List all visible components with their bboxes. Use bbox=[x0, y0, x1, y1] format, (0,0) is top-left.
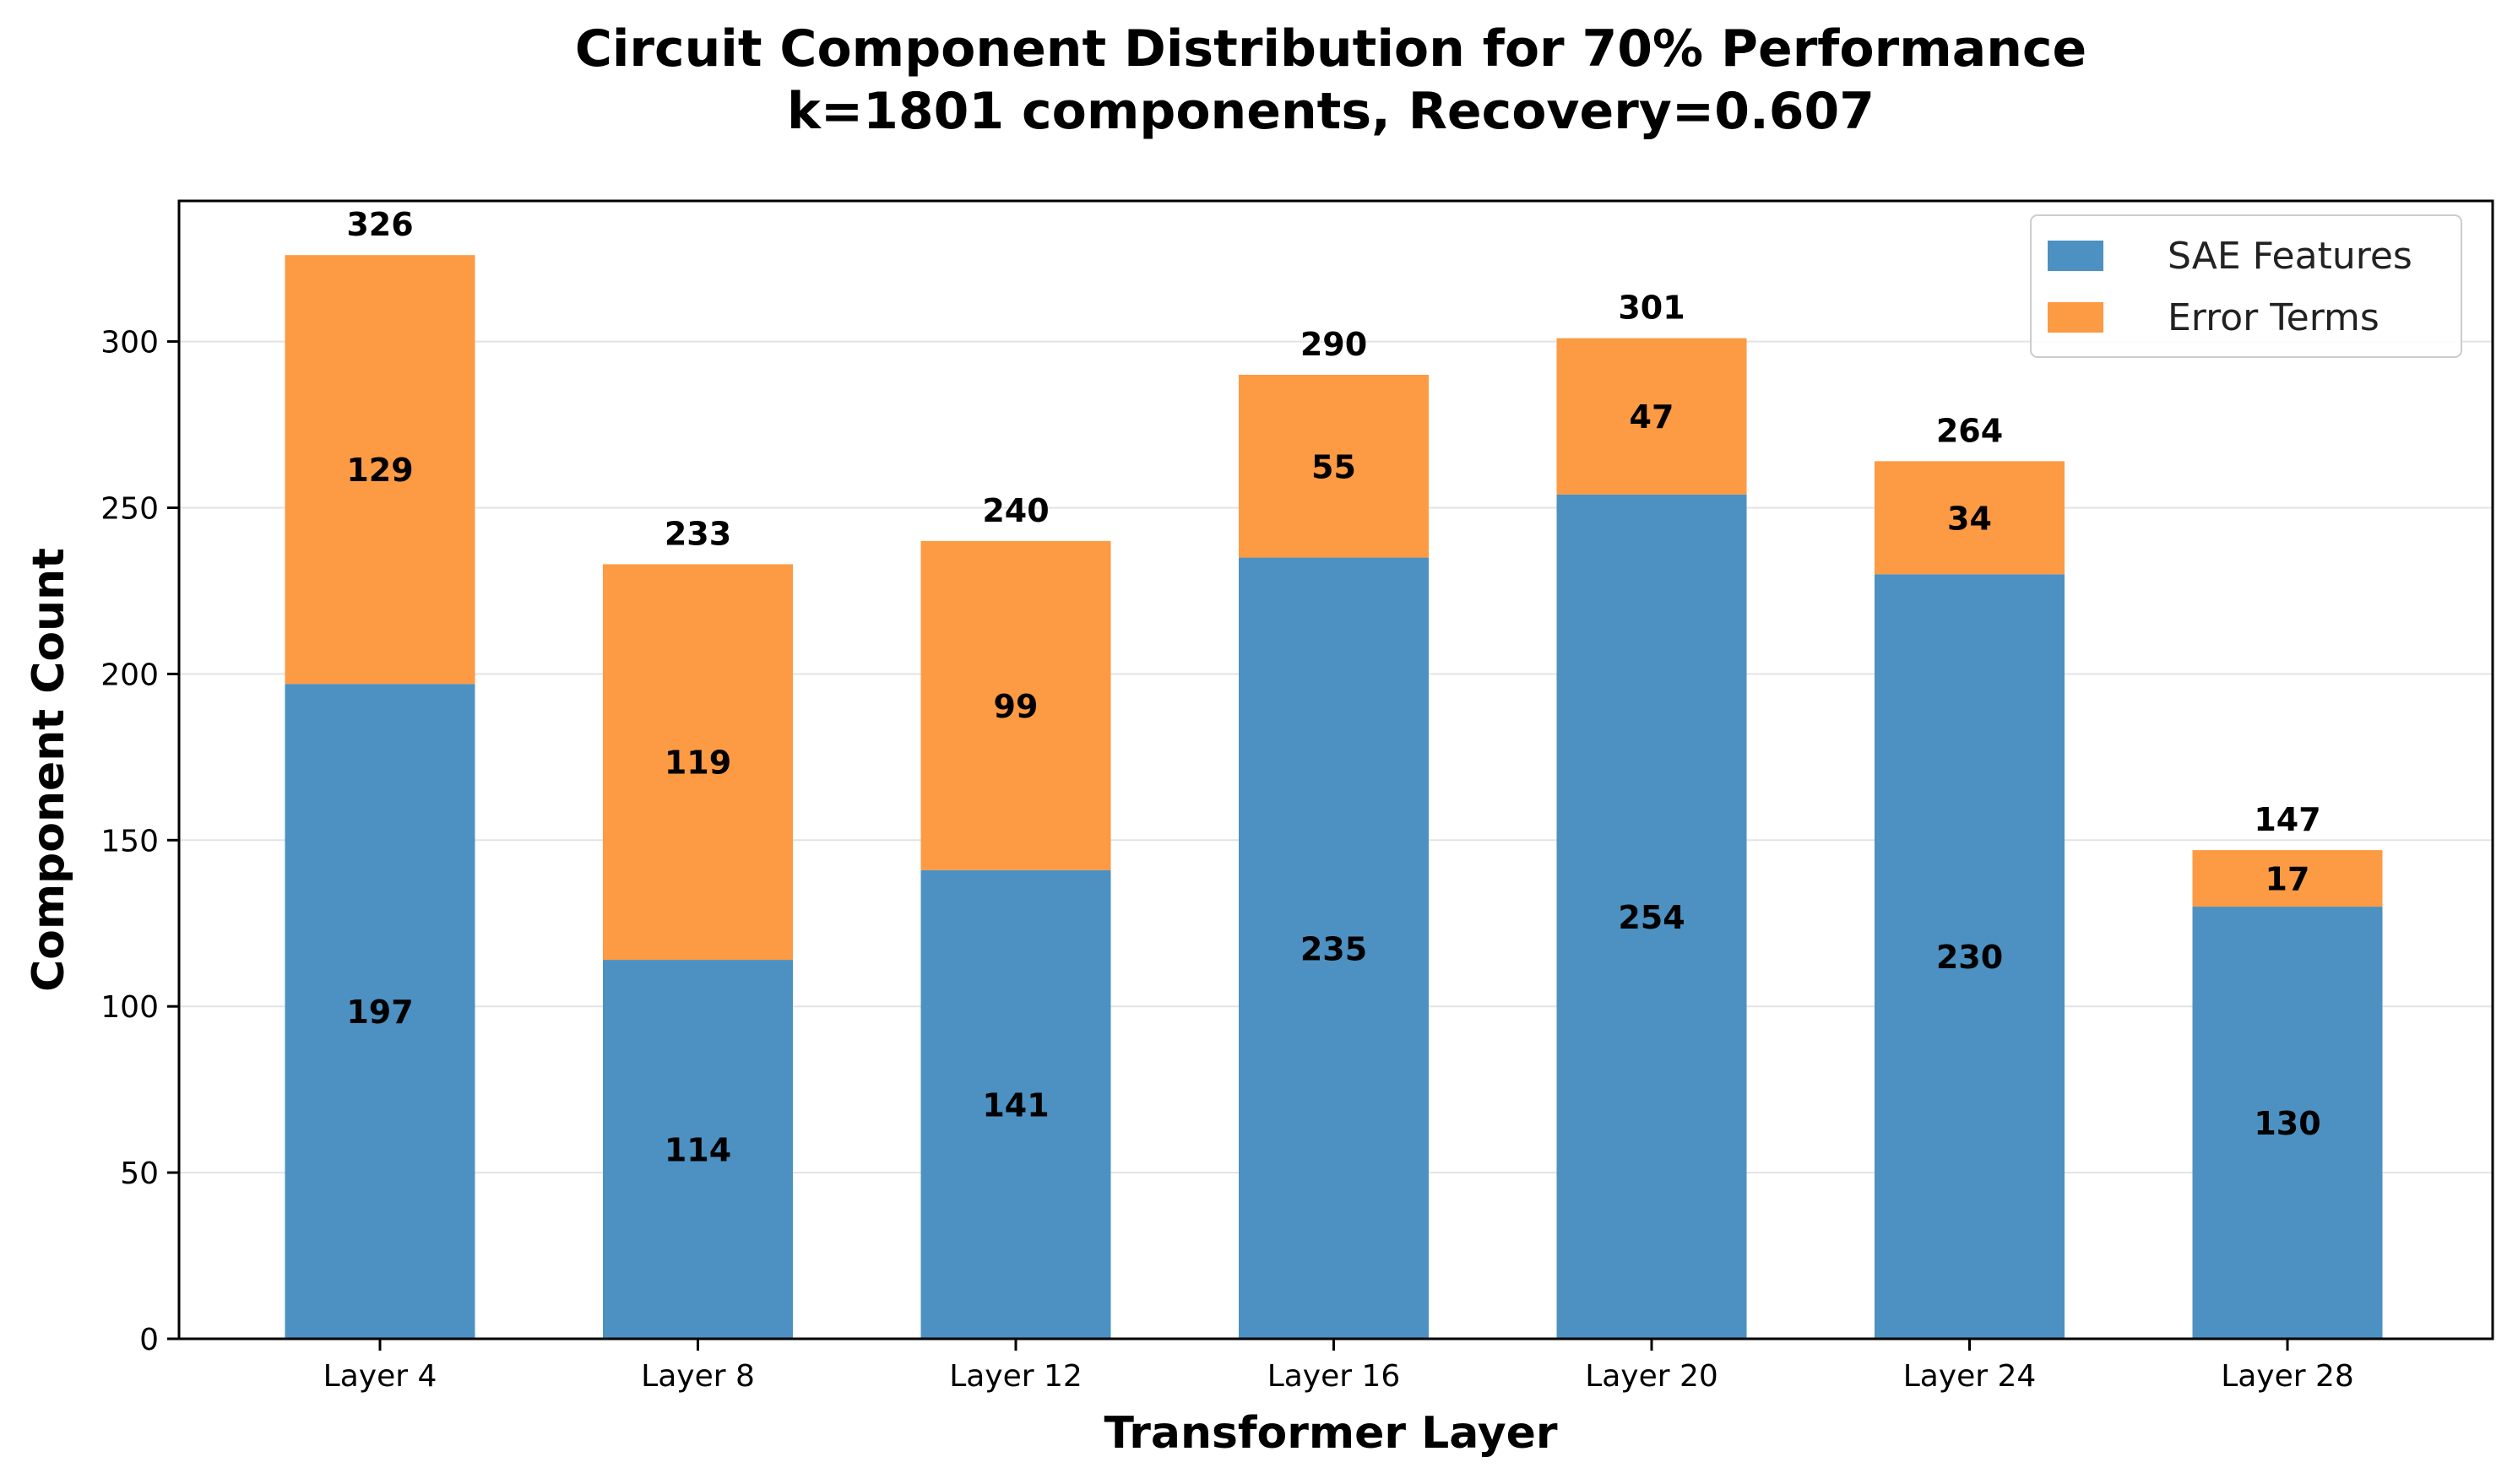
bar-value-label-error-terms: 99 bbox=[994, 688, 1039, 725]
bar-sae-features bbox=[1239, 557, 1429, 1339]
bar-total-label: 301 bbox=[1618, 290, 1685, 327]
x-tick-label: Layer 12 bbox=[949, 1359, 1083, 1394]
y-axis: 0 50 100 150 200 250 300 bbox=[100, 326, 179, 1357]
bar-sae-features bbox=[1556, 494, 1747, 1339]
bar-value-label-sae-features: 130 bbox=[2254, 1105, 2320, 1142]
bar-total-label: 290 bbox=[1300, 326, 1367, 363]
bar-error-terms bbox=[603, 564, 793, 961]
x-tick-label: Layer 4 bbox=[323, 1359, 437, 1394]
y-axis-label: Component Count bbox=[24, 548, 74, 992]
bar-labels: 197 129 326 114 119 233 141 99 240 235 55 290 254 47 3… bbox=[346, 206, 2320, 1168]
chart-subtitle: k=1801 components, Recovery=0.607 bbox=[787, 82, 1875, 141]
bar-total-label: 147 bbox=[2254, 801, 2320, 838]
bar-value-label-error-terms: 17 bbox=[2266, 861, 2310, 898]
legend-label-error-terms: Error Terms bbox=[2168, 296, 2379, 339]
bar-value-label-sae-features: 235 bbox=[1300, 930, 1367, 967]
x-tick-label: Layer 8 bbox=[641, 1359, 755, 1394]
y-tick-label: 200 bbox=[100, 658, 159, 692]
bar-value-label-sae-features: 197 bbox=[346, 994, 413, 1031]
bar-total-label: 233 bbox=[665, 515, 731, 552]
bar-sae-features bbox=[285, 684, 475, 1339]
bar-error-terms bbox=[1556, 338, 1747, 495]
bar-error-terms bbox=[2192, 850, 2383, 907]
bar-sae-features bbox=[920, 869, 1111, 1339]
bar-sae-features bbox=[1875, 574, 2065, 1339]
legend: SAE Features Error Terms bbox=[2030, 214, 2462, 358]
bar-error-terms bbox=[1239, 374, 1429, 558]
x-tick-label: Layer 20 bbox=[1585, 1359, 1718, 1394]
bar-value-label-sae-features: 114 bbox=[665, 1132, 731, 1169]
bar-sae-features bbox=[603, 960, 793, 1339]
bar-value-label-sae-features: 230 bbox=[1936, 939, 2003, 976]
x-tick-label: Layer 28 bbox=[2221, 1359, 2354, 1394]
y-tick-label: 0 bbox=[139, 1323, 159, 1357]
bar-error-terms bbox=[285, 255, 475, 685]
legend-label-sae-features: SAE Features bbox=[2168, 235, 2412, 278]
y-tick-label: 50 bbox=[120, 1156, 159, 1191]
bar-value-label-error-terms: 55 bbox=[1311, 448, 1356, 485]
bar-sae-features bbox=[2192, 907, 2383, 1339]
bars bbox=[285, 255, 2383, 1339]
y-tick-label: 150 bbox=[100, 824, 159, 858]
x-tick-label: Layer 24 bbox=[1903, 1359, 2037, 1394]
bar-total-label: 240 bbox=[982, 492, 1049, 529]
y-tick-label: 250 bbox=[100, 491, 159, 526]
x-axis: Layer 4 Layer 8 Layer 12 Layer 16 Layer 20 La… bbox=[323, 1339, 2354, 1394]
x-axis-label: Transformer Layer bbox=[1104, 1408, 1557, 1459]
bar-total-label: 326 bbox=[346, 206, 413, 243]
legend-frame bbox=[2030, 214, 2462, 358]
bar-value-label-error-terms: 34 bbox=[1947, 500, 1992, 537]
bar-error-terms bbox=[920, 540, 1111, 870]
x-tick-label: Layer 16 bbox=[1267, 1359, 1401, 1394]
legend-swatch-sae-features bbox=[2048, 241, 2103, 271]
bar-value-label-error-terms: 129 bbox=[346, 452, 413, 489]
y-tick-label: 300 bbox=[100, 326, 159, 360]
bar-value-label-sae-features: 254 bbox=[1618, 899, 1685, 936]
legend-swatch-error-terms bbox=[2048, 302, 2103, 333]
chart-title: Circuit Component Distribution for 70% P… bbox=[575, 19, 2086, 79]
bar-value-label-error-terms: 47 bbox=[1630, 398, 1674, 436]
plot-frame bbox=[177, 199, 2494, 1340]
bar-value-label-sae-features: 141 bbox=[982, 1086, 1049, 1124]
y-tick-label: 100 bbox=[100, 990, 159, 1025]
bar-error-terms bbox=[1875, 461, 2065, 575]
bar-value-label-error-terms: 119 bbox=[665, 745, 731, 782]
bar-total-label: 264 bbox=[1936, 412, 2003, 449]
